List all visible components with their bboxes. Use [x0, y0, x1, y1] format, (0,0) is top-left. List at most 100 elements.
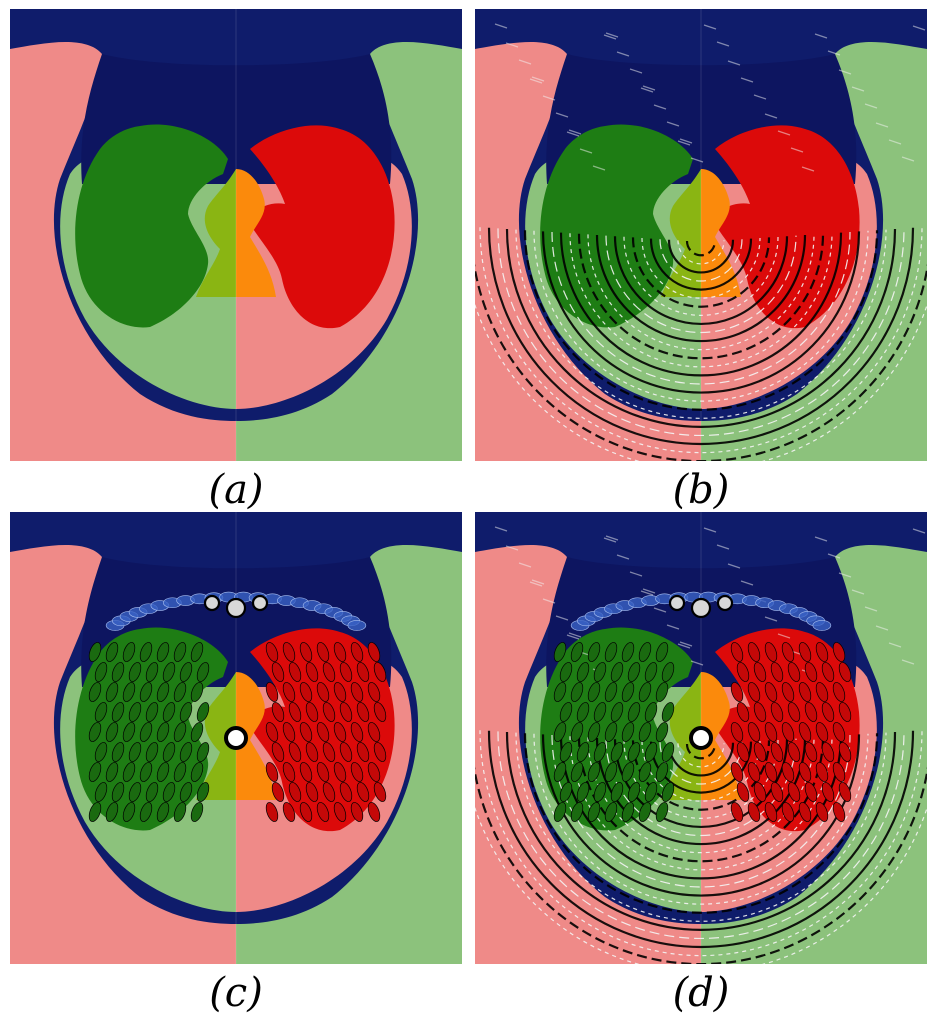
streamline-group [475, 526, 927, 964]
vortex-marker [225, 597, 247, 619]
right-lobe-ellipse [282, 802, 296, 822]
right-lobe-ellipse [747, 762, 761, 782]
streamline-streak [679, 138, 693, 144]
right-lobe-ellipse [770, 742, 784, 762]
left-lobe-ellipse [139, 722, 153, 742]
left-lobe-ellipse [196, 702, 210, 722]
streamline-streak [901, 156, 915, 162]
left-lobe-ellipse [88, 682, 102, 702]
streamline-streak [716, 41, 730, 47]
right-lobe-ellipse [736, 782, 750, 802]
panel-c [10, 512, 462, 964]
streamline-streak [703, 24, 717, 30]
right-lobe-ellipse [288, 782, 302, 802]
right-lobe-ellipse [781, 642, 795, 662]
left-lobe-ellipse [105, 642, 119, 662]
left-lobe-ellipse [156, 722, 170, 742]
streamline-streak [605, 535, 619, 541]
left-lobe-ellipse [661, 782, 675, 802]
right-lobe-ellipse [367, 682, 381, 702]
streamline-streak [531, 76, 545, 82]
streamline-streak [603, 34, 617, 40]
right-lobe-ellipse [787, 782, 801, 802]
right-lobe-ellipse [770, 782, 784, 802]
left-lobe-ellipse [105, 802, 119, 822]
left-lobe-ellipse [553, 722, 567, 742]
right-lobe-ellipse [282, 722, 296, 742]
right-lobe-ellipse [322, 782, 336, 802]
streamline [497, 731, 905, 939]
right-lobe-ellipse [322, 702, 336, 722]
left-lobe-ellipse [88, 802, 102, 822]
streamline-streak [838, 572, 852, 578]
center-left-region [196, 169, 236, 297]
streamline-streak [851, 86, 865, 92]
right-lobe-ellipse [781, 802, 795, 822]
streamline-streak [912, 25, 926, 31]
streamline [551, 734, 851, 888]
left-lobe-ellipse [190, 722, 204, 742]
right-lobe-ellipse [316, 762, 330, 782]
right-lobe-ellipse [373, 702, 387, 722]
left-lobe-ellipse [621, 722, 635, 742]
streamline-streak [494, 526, 508, 532]
streamline [677, 240, 725, 265]
left-lobe-ellipse [128, 742, 142, 762]
right-lobe-ellipse [832, 722, 846, 742]
caption-d: (d) [672, 970, 730, 1016]
streamline [559, 735, 843, 880]
left-lobe-ellipse [638, 642, 652, 662]
outer-right-band [236, 545, 462, 964]
right-lobe-ellipse [804, 742, 818, 762]
right-lobe-ellipse [730, 642, 744, 662]
right-lobe-ellipse [764, 642, 778, 662]
right-lobe-ellipse [832, 682, 846, 702]
streamline-streak [827, 50, 841, 56]
panel-a [10, 9, 462, 461]
panel-c-plot [10, 512, 462, 964]
streamline [595, 234, 807, 343]
left-lobe-ellipse [128, 662, 142, 682]
left-lobe-ellipse [139, 642, 153, 662]
streamline-streak [827, 553, 841, 559]
left-lobe-ellipse [621, 762, 635, 782]
right-lobe-ellipse [373, 742, 387, 762]
left-lobe-ellipse [162, 702, 176, 722]
caption-c: (c) [209, 970, 263, 1016]
streamline [533, 230, 869, 402]
right-lobe-ellipse [838, 662, 852, 682]
right-lobe-ellipse [798, 762, 812, 782]
left-lobe-ellipse [111, 782, 125, 802]
right-lobe-ellipse [821, 782, 835, 802]
streamline [505, 731, 897, 931]
streamline-streak [505, 42, 519, 48]
right-lobe-ellipse [821, 742, 835, 762]
right-lobe-ellipse [305, 742, 319, 762]
right-lobe-ellipse [282, 762, 296, 782]
streamline-streak [642, 85, 656, 91]
streamline-streak [777, 130, 791, 136]
right-lobe-ellipse [798, 682, 812, 702]
streamline-streak [888, 139, 902, 145]
left-lobe-ellipse [655, 762, 669, 782]
streamline [533, 733, 869, 905]
right-lobe-ellipse [821, 702, 835, 722]
streamline [475, 766, 927, 964]
streamline-streak [629, 68, 643, 74]
left-lobe-ellipse [661, 662, 675, 682]
right-lobe-ellipse [747, 722, 761, 742]
streamline-streak [616, 51, 630, 57]
streamline [605, 738, 797, 837]
streamline-streak [679, 641, 693, 647]
top-ellipse [812, 620, 832, 631]
right-lobe-ellipse [747, 642, 761, 662]
left-lobe-ellipse [593, 662, 607, 682]
right-lobe-ellipse [282, 682, 296, 702]
left-lobe-ellipse [88, 722, 102, 742]
left-lobe-ellipse [638, 722, 652, 742]
right-lobe-ellipse [265, 642, 279, 662]
right-lobe-ellipse [271, 662, 285, 682]
streamline-streak [703, 527, 717, 533]
right-lobe-ellipse [787, 662, 801, 682]
streamline-streak [555, 112, 569, 118]
